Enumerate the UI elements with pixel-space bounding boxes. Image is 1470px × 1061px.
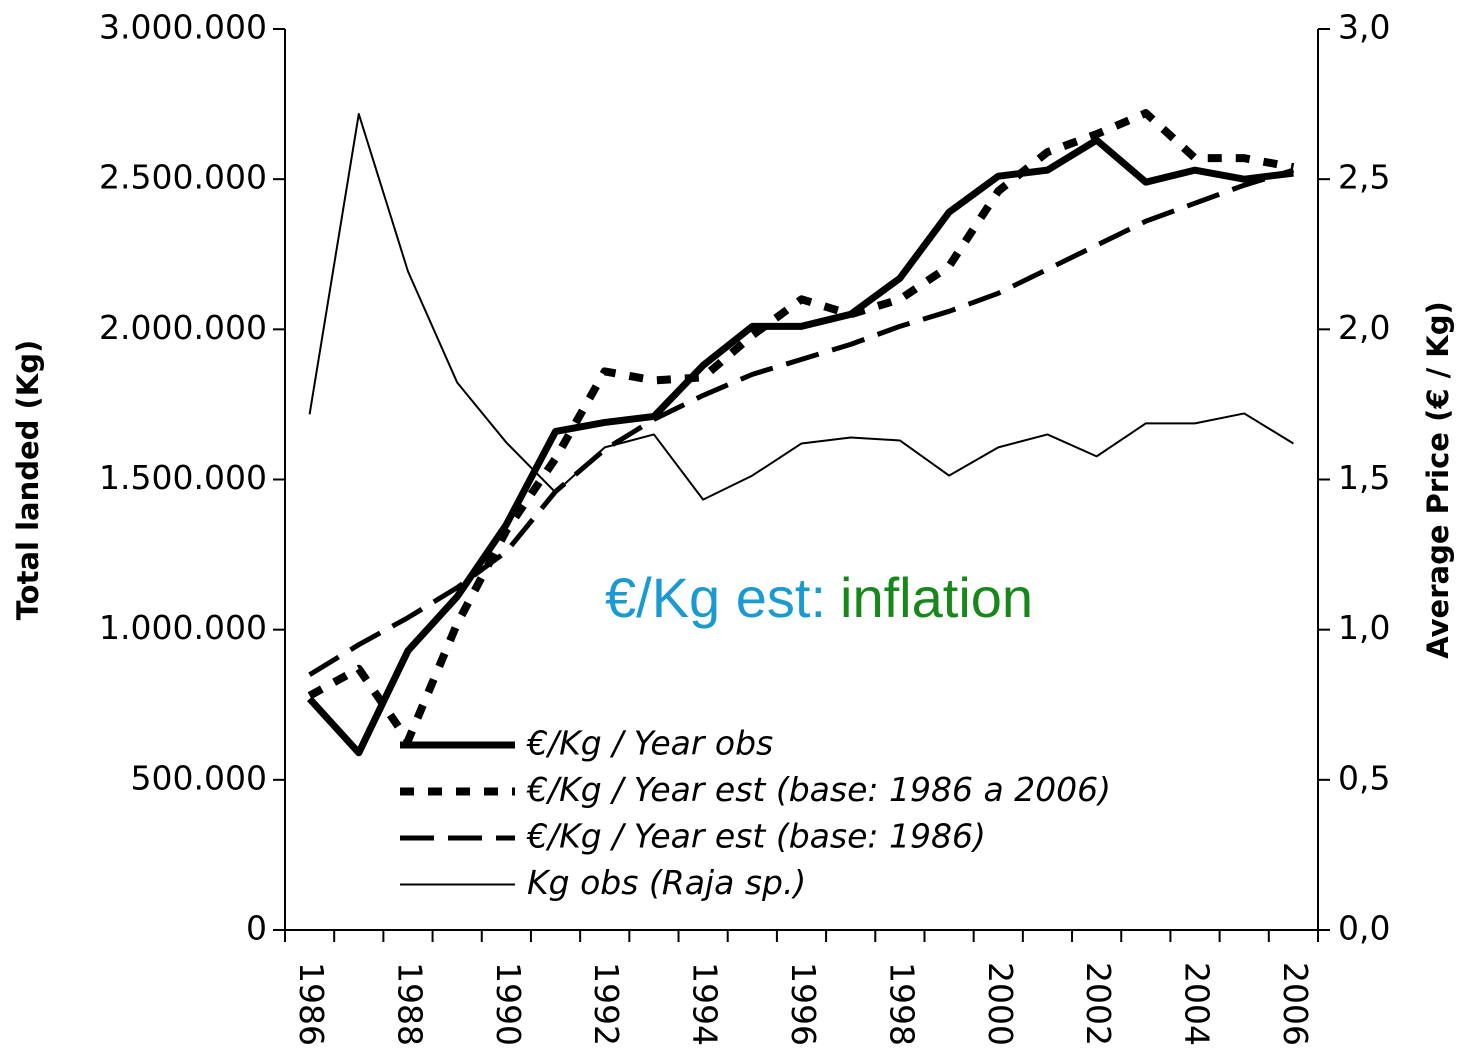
y-tick-label: 500.000 (131, 758, 267, 797)
y-tick-label: 3.000.000 (99, 8, 267, 47)
x-tick-label: 1990 (489, 962, 528, 1046)
x-tick-label: 1986 (292, 962, 331, 1046)
x-tick-label: 1992 (587, 962, 626, 1046)
x-tick-label: 1996 (784, 962, 823, 1046)
y2-tick-label: 1,0 (1338, 608, 1390, 647)
y2-tick-label: 3,0 (1338, 8, 1390, 47)
series-line (308, 112, 1294, 501)
y2-tick-label: 0,5 (1338, 758, 1390, 797)
y2-tick-label: 1,5 (1338, 458, 1390, 497)
series-line (307, 136, 1294, 757)
y-tick-label: 1.000.000 (99, 608, 267, 647)
y2-tick-label: 0,0 (1338, 909, 1390, 948)
x-tick-label: 2000 (981, 962, 1020, 1046)
y2-tick-label: 2,0 (1338, 308, 1390, 347)
legend-label: €/Kg / Year est (base: 1986 a 2006) (526, 770, 1111, 809)
x-tick-label: 2004 (1178, 962, 1217, 1046)
annotation-part: €/Kg est: (605, 566, 826, 629)
x-tick-label: 1988 (390, 962, 429, 1046)
x-tick-label: 2002 (1079, 962, 1118, 1046)
legend-label: €/Kg / Year obs (526, 724, 773, 763)
legend-label: Kg obs (Raja sp.) (527, 863, 806, 902)
x-tick-label: 1994 (686, 962, 725, 1046)
y-tick-label: 0 (246, 909, 267, 948)
series-line (307, 109, 1295, 745)
y-tick-label: 1.500.000 (99, 458, 267, 497)
annotation: €/Kg est: inflation (605, 566, 1033, 629)
annotation-part: inflation (840, 566, 1033, 629)
x-tick-label: 2006 (1276, 962, 1315, 1046)
y-tick-label: 2.500.000 (99, 158, 267, 197)
series-line (308, 167, 1295, 677)
legend-label: €/Kg / Year est (base: 1986) (526, 817, 986, 856)
y-axis-title: Total landed (Kg) (11, 340, 45, 621)
y2-tick-label: 2,5 (1338, 158, 1390, 197)
y-tick-label: 2.000.000 (99, 308, 267, 347)
y2-axis-title: Average Price (€ / Kg) (1421, 301, 1455, 659)
x-tick-label: 1998 (882, 962, 921, 1046)
